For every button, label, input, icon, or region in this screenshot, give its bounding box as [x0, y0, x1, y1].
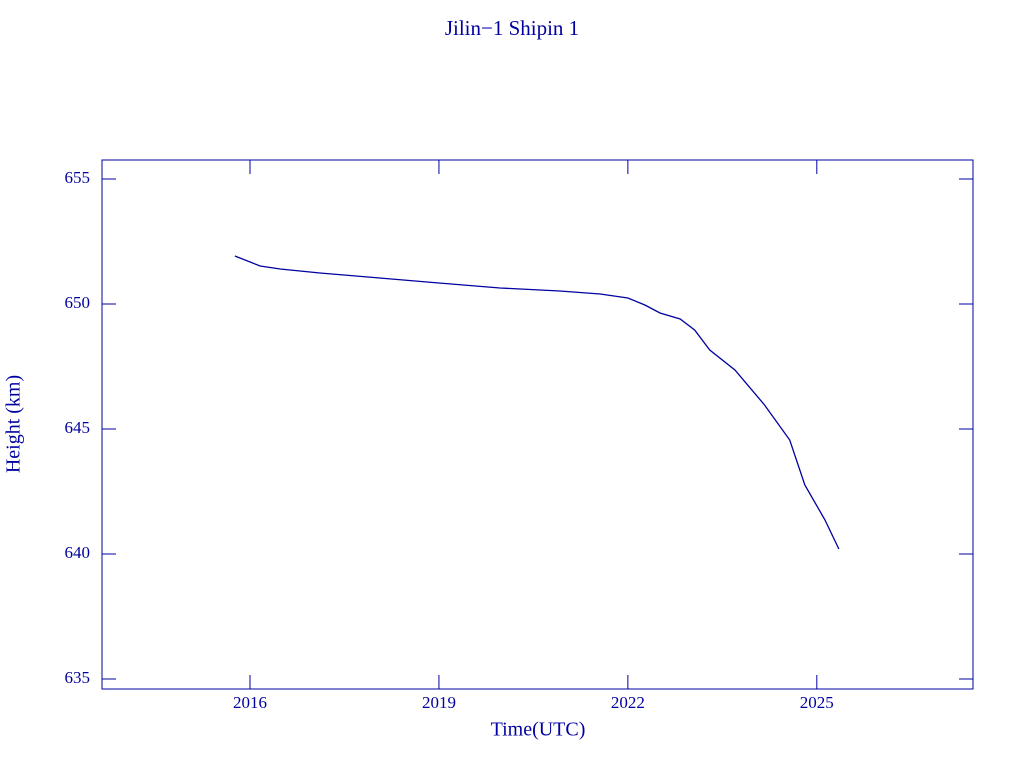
y-tick-label: 655: [65, 168, 91, 187]
x-tick-label: 2022: [611, 693, 645, 712]
plot-frame: [101, 159, 974, 690]
y-tick-label: 640: [65, 543, 91, 562]
y-tick-label: 635: [65, 668, 91, 687]
y-tick-label: 645: [65, 418, 91, 437]
x-axis-label: Time(UTC): [491, 719, 586, 741]
chart-title: Jilin−1 Shipin 1: [445, 16, 579, 40]
y-axis-label: Height (km): [3, 375, 25, 473]
x-tick-label: 2019: [422, 693, 456, 712]
x-tick-label: 2025: [800, 693, 834, 712]
height-line: [234, 255, 840, 550]
y-tick-label: 650: [65, 293, 91, 312]
x-tick-label: 2016: [233, 693, 267, 712]
